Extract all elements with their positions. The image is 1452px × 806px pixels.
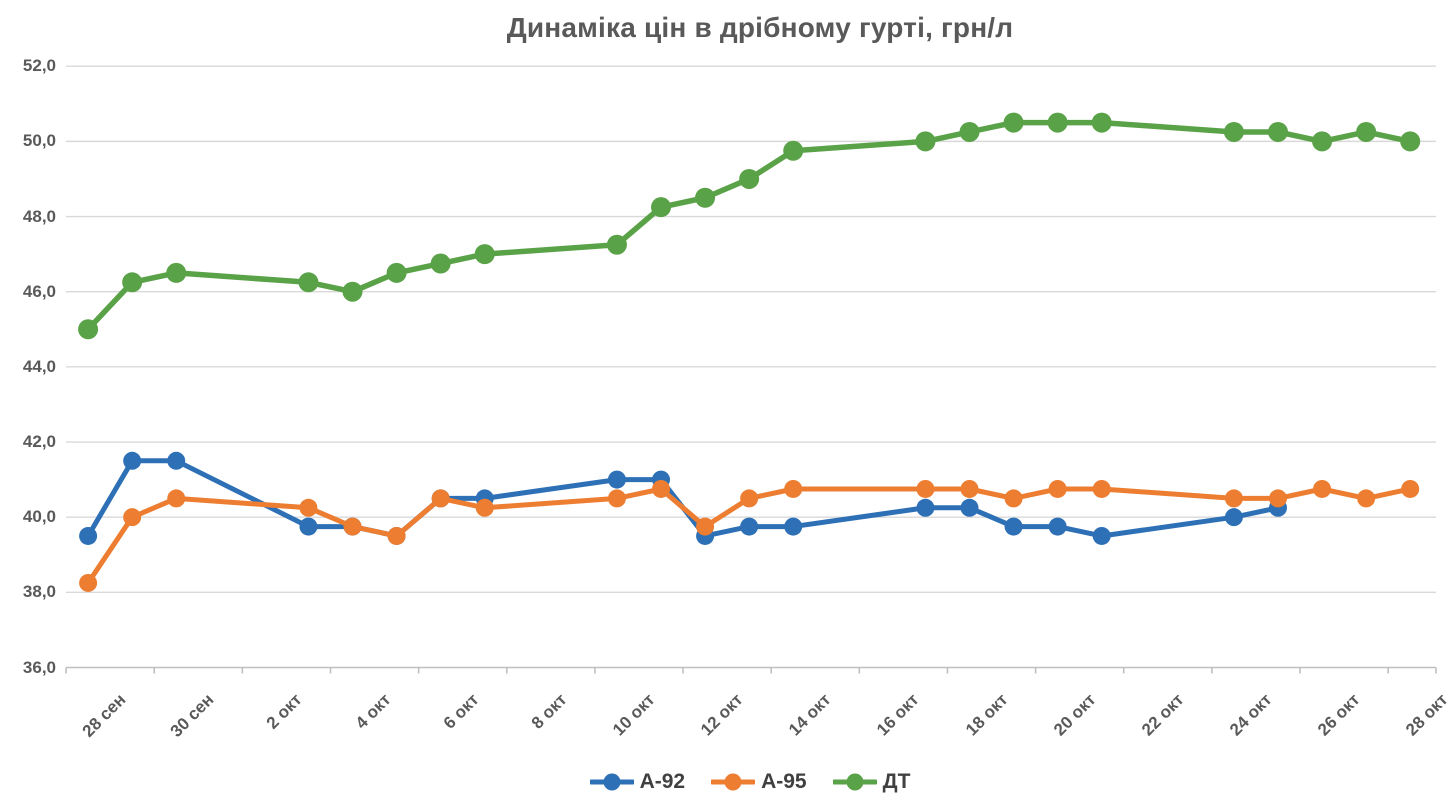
data-point-А-95: [607, 489, 626, 508]
data-point-ДТ: [783, 140, 804, 161]
data-point-ДТ: [1091, 112, 1112, 133]
data-point-А-95: [431, 489, 450, 508]
data-point-ДТ: [122, 272, 143, 293]
data-point-А-92: [299, 517, 318, 536]
data-point-А-95: [652, 479, 671, 498]
data-point-А-92: [1004, 517, 1023, 536]
data-point-А-95: [1048, 479, 1067, 498]
data-point-ДТ: [1356, 121, 1377, 142]
data-point-А-95: [696, 517, 715, 536]
y-tick-label: 52,0: [22, 56, 56, 76]
y-tick-label: 36,0: [22, 657, 56, 677]
data-point-А-92: [784, 517, 803, 536]
data-point-ДТ: [1047, 112, 1068, 133]
data-point-А-92: [607, 470, 626, 489]
chart-legend: А-92 А-95 ДТ: [0, 770, 1452, 794]
data-point-А-95: [1313, 479, 1332, 498]
legend-label-А-92: А-92: [639, 770, 686, 793]
data-point-ДТ: [651, 197, 672, 218]
legend-marker-icon: [832, 773, 877, 791]
data-point-А-95: [299, 498, 318, 517]
data-point-ДТ: [606, 234, 627, 255]
data-point-А-95: [475, 498, 494, 517]
data-point-А-92: [740, 517, 759, 536]
data-point-ДТ: [959, 121, 980, 142]
legend-item-А-92: А-92: [589, 770, 686, 794]
data-point-А-95: [1268, 489, 1287, 508]
legend-item-А-95: А-95: [711, 770, 807, 794]
data-point-А-95: [740, 489, 759, 508]
data-point-А-92: [1224, 508, 1243, 527]
data-point-А-92: [1092, 526, 1111, 545]
data-point-А-95: [1224, 489, 1243, 508]
data-point-ДТ: [739, 168, 760, 189]
data-point-А-92: [123, 451, 142, 470]
data-point-ДТ: [342, 281, 363, 302]
data-point-А-95: [1004, 489, 1023, 508]
series-line-ДТ: [85, 119, 1413, 333]
data-point-ДТ: [78, 319, 99, 340]
legend-label-ДТ: ДТ: [882, 770, 911, 793]
legend-marker-icon: [589, 773, 634, 791]
data-point-А-95: [1401, 479, 1420, 498]
y-tick-label: 44,0: [22, 356, 56, 376]
legend-marker-icon: [711, 773, 756, 791]
data-point-ДТ: [1267, 121, 1288, 142]
data-point-А-95: [79, 573, 98, 592]
legend-item-ДТ: ДТ: [832, 770, 911, 794]
y-tick-label: 38,0: [22, 582, 56, 602]
data-point-А-92: [960, 498, 979, 517]
data-point-А-95: [1357, 489, 1376, 508]
data-point-А-95: [167, 489, 186, 508]
data-point-А-92: [916, 498, 935, 517]
data-point-А-92: [167, 451, 186, 470]
data-point-А-95: [387, 526, 406, 545]
data-point-ДТ: [695, 187, 716, 208]
chart-title: Динаміка цін в дрібному гурті, грн/л: [506, 12, 1014, 43]
data-point-ДТ: [298, 272, 319, 293]
y-tick-label: 48,0: [22, 206, 56, 226]
data-point-ДТ: [915, 131, 936, 152]
y-tick-label: 42,0: [22, 432, 56, 452]
data-point-А-95: [960, 479, 979, 498]
data-point-А-92: [1048, 517, 1067, 536]
data-point-А-95: [1092, 479, 1111, 498]
legend-label-А-95: А-95: [761, 770, 807, 793]
data-point-ДТ: [1003, 112, 1024, 133]
data-point-А-95: [784, 479, 803, 498]
data-point-ДТ: [386, 262, 407, 283]
data-point-ДТ: [1400, 131, 1421, 152]
y-tick-label: 40,0: [22, 507, 56, 527]
data-point-А-95: [343, 517, 362, 536]
data-point-ДТ: [1223, 121, 1244, 142]
series-line-А-92: [85, 458, 1281, 539]
data-point-ДТ: [430, 253, 451, 274]
data-point-А-92: [79, 526, 98, 545]
y-tick-label: 46,0: [22, 281, 56, 301]
data-point-ДТ: [166, 262, 187, 283]
y-tick-label: 50,0: [22, 131, 56, 151]
data-point-ДТ: [1312, 131, 1333, 152]
data-point-ДТ: [474, 244, 495, 265]
data-point-А-95: [916, 479, 935, 498]
data-point-А-95: [123, 508, 142, 527]
